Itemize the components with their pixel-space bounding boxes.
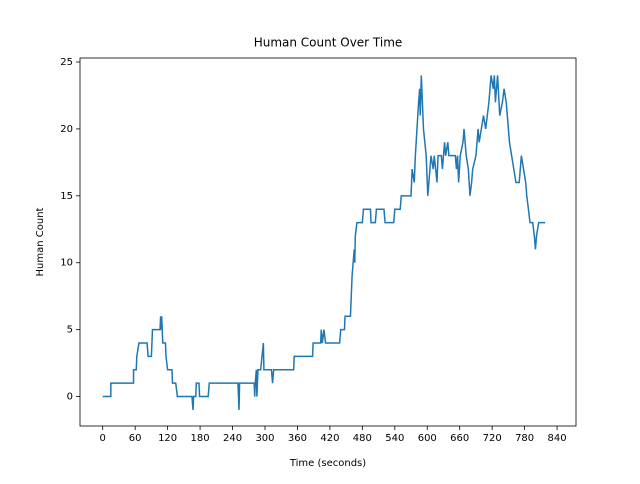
x-axis-label: Time (seconds)	[289, 458, 366, 469]
y-tick-label: 20	[60, 124, 73, 135]
x-tick-label: 780	[515, 433, 534, 444]
y-tick-label: 15	[60, 191, 73, 202]
x-tick-label: 360	[288, 433, 307, 444]
x-tick-label: 840	[548, 433, 567, 444]
x-tick-label: 60	[129, 433, 142, 444]
y-axis-label: Human Count	[35, 207, 46, 276]
y-tick-label: 0	[67, 392, 73, 403]
x-tick-label: 180	[191, 433, 210, 444]
x-tick-label: 240	[223, 433, 242, 444]
x-tick-label: 660	[450, 433, 469, 444]
x-tick-label: 540	[385, 433, 404, 444]
y-tick-label: 25	[60, 57, 73, 68]
x-tick-label: 0	[100, 433, 106, 444]
x-tick-label: 120	[158, 433, 177, 444]
chart-title: Human Count Over Time	[254, 36, 403, 50]
x-tick-label: 420	[320, 433, 339, 444]
x-tick-label: 300	[255, 433, 274, 444]
plot-frame	[79, 57, 577, 427]
data-line	[102, 75, 546, 411]
x-tick-label: 720	[483, 433, 502, 444]
y-tick-label: 10	[60, 258, 73, 269]
y-tick-label: 5	[67, 325, 73, 336]
x-tick-label: 600	[418, 433, 437, 444]
x-tick-label: 480	[353, 433, 372, 444]
